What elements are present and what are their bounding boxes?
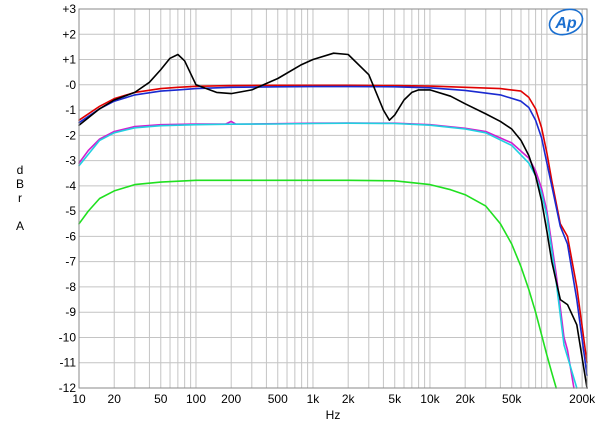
x-tick-label: 10 xyxy=(72,392,86,406)
y-axis-label-char: r xyxy=(18,191,22,205)
y-tick-label: -12 xyxy=(59,381,77,395)
series-lines xyxy=(78,52,588,389)
y-tick-label: +1 xyxy=(62,53,76,67)
ap-logo: Ap xyxy=(548,8,584,36)
x-axis-label: Hz xyxy=(326,408,341,422)
series-line-1 xyxy=(78,84,588,364)
x-tick-label: 50k xyxy=(502,392,522,406)
x-tick-label: 500 xyxy=(268,392,288,406)
series-line-4 xyxy=(78,122,578,389)
x-tick-labels: 10 20 50 100 200 500 1k 2k 5k 10k 20k 50k 200k xyxy=(72,392,596,406)
x-tick-label: 5k xyxy=(388,392,402,406)
logo-ellipse xyxy=(548,8,584,36)
y-tick-label: +3 xyxy=(62,2,76,16)
x-tick-label: 1k xyxy=(307,392,321,406)
x-tick-label: 200 xyxy=(221,392,241,406)
y-tick-label: -6 xyxy=(65,229,76,243)
y-tick-label: -11 xyxy=(60,356,77,370)
y-tick-label: +2 xyxy=(62,27,76,41)
y-axis-label-char: A xyxy=(16,219,24,233)
x-tick-label: 50 xyxy=(154,392,168,406)
x-tick-label: 100 xyxy=(186,392,206,406)
x-tick-label: 20 xyxy=(108,392,122,406)
y-tick-label: -0 xyxy=(65,78,76,92)
y-tick-label: -1 xyxy=(65,103,76,117)
series-line-6 xyxy=(78,52,588,389)
series-line-5 xyxy=(78,179,557,389)
logo-text: Ap xyxy=(554,15,577,32)
y-tick-label: -4 xyxy=(65,179,76,193)
y-tick-label: -3 xyxy=(65,154,76,168)
x-tick-label: 20k xyxy=(455,392,475,406)
x-tick-label: 10k xyxy=(420,392,440,406)
series-line-2 xyxy=(78,85,588,377)
y-tick-labels: +3 +2 +1 -0 -1 -2 -3 -4 -5 -6 -7 -8 -9 -10 -11 -12 xyxy=(59,2,77,395)
y-tick-label: -7 xyxy=(65,255,76,269)
y-tick-label: -2 xyxy=(65,128,76,142)
y-tick-label: -9 xyxy=(65,305,76,319)
y-tick-label: -5 xyxy=(65,204,76,218)
y-tick-label: -8 xyxy=(65,280,76,294)
x-tick-label: 2k xyxy=(342,392,356,406)
x-tick-label: 200k xyxy=(569,392,596,406)
y-tick-label: -10 xyxy=(59,330,77,344)
y-axis-label-char: B xyxy=(16,177,24,191)
y-axis-label-char: d xyxy=(17,163,24,177)
plot-frame xyxy=(78,8,588,389)
